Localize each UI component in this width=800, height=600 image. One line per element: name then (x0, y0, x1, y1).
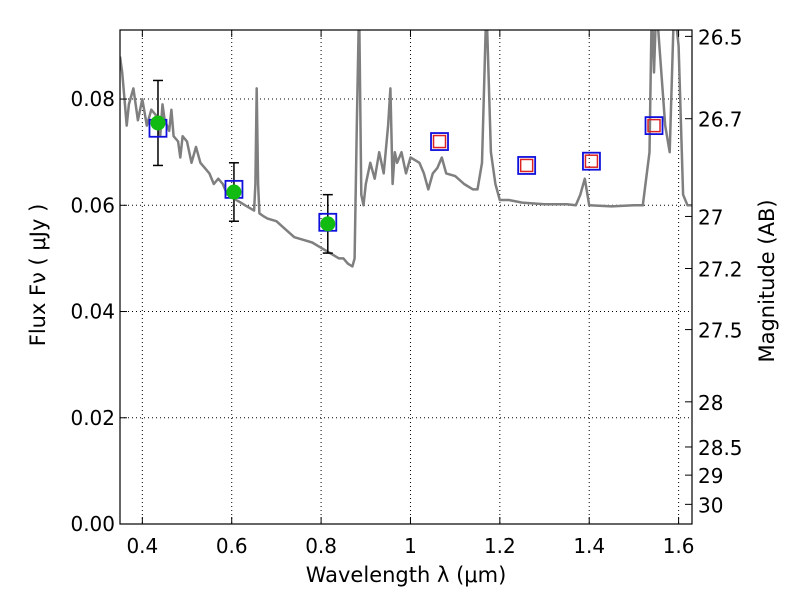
model-photometry-square (582, 151, 601, 171)
photometry-markers (148, 79, 664, 254)
grid (120, 30, 692, 524)
magnitude-tick-label: 30 (698, 493, 723, 517)
y-axis-title: Flux Fν ( μJy ) (26, 204, 50, 347)
x-tick-label: 0.4 (126, 534, 158, 558)
magnitude-tick-label: 27.5 (698, 319, 743, 343)
predicted-flux-square (519, 158, 534, 173)
magnitude-axis-title: Magnitude (AB) (755, 199, 779, 362)
magnitude-tick-label: 28.5 (698, 436, 743, 460)
x-axis-title: Wavelength λ (μm) (306, 563, 507, 587)
predicted-flux-square (647, 118, 661, 133)
y-tick-label: 0.08 (70, 87, 115, 111)
magnitude-tick-label: 26.7 (698, 108, 743, 132)
model-photometry-square (644, 116, 664, 136)
observed-flux-point (320, 216, 336, 232)
y-tick-label: 0.02 (70, 406, 115, 430)
spectrum-layer (120, 30, 692, 268)
model-photometry-square (517, 156, 537, 175)
observed-flux-point (150, 115, 166, 131)
magnitude-tick-label: 28 (698, 391, 723, 415)
y-tick-label: 0.04 (70, 300, 115, 324)
model-spectrum-line (120, 30, 692, 268)
predicted-flux-square (584, 154, 599, 168)
magnitude-tick-label: 27 (698, 205, 723, 229)
model-photometry-square (430, 132, 449, 151)
predicted-flux-square (432, 134, 447, 149)
plot-frame (119, 29, 693, 525)
y-tick-label: 0.06 (70, 193, 115, 217)
magnitude-tick-label: 27.2 (698, 258, 743, 282)
x-tick-label: 1 (404, 534, 417, 558)
x-tick-label: 1.6 (663, 534, 695, 558)
magnitude-tick-label: 26.5 (698, 25, 743, 49)
x-tick-label: 1.4 (573, 534, 605, 558)
axis-ticks: 0.4 0.6 0.8 1 1.2 1.4 1.6 0.00 0.02 0.04 0.06 0.08 2… (70, 25, 742, 558)
y-tick-label: 0.00 (70, 512, 115, 536)
magnitude-tick-label: 29 (698, 464, 723, 488)
observed-flux-point (226, 184, 242, 200)
x-tick-label: 1.2 (484, 534, 516, 558)
x-tick-label: 0.6 (216, 534, 248, 558)
x-tick-label: 0.8 (305, 534, 337, 558)
